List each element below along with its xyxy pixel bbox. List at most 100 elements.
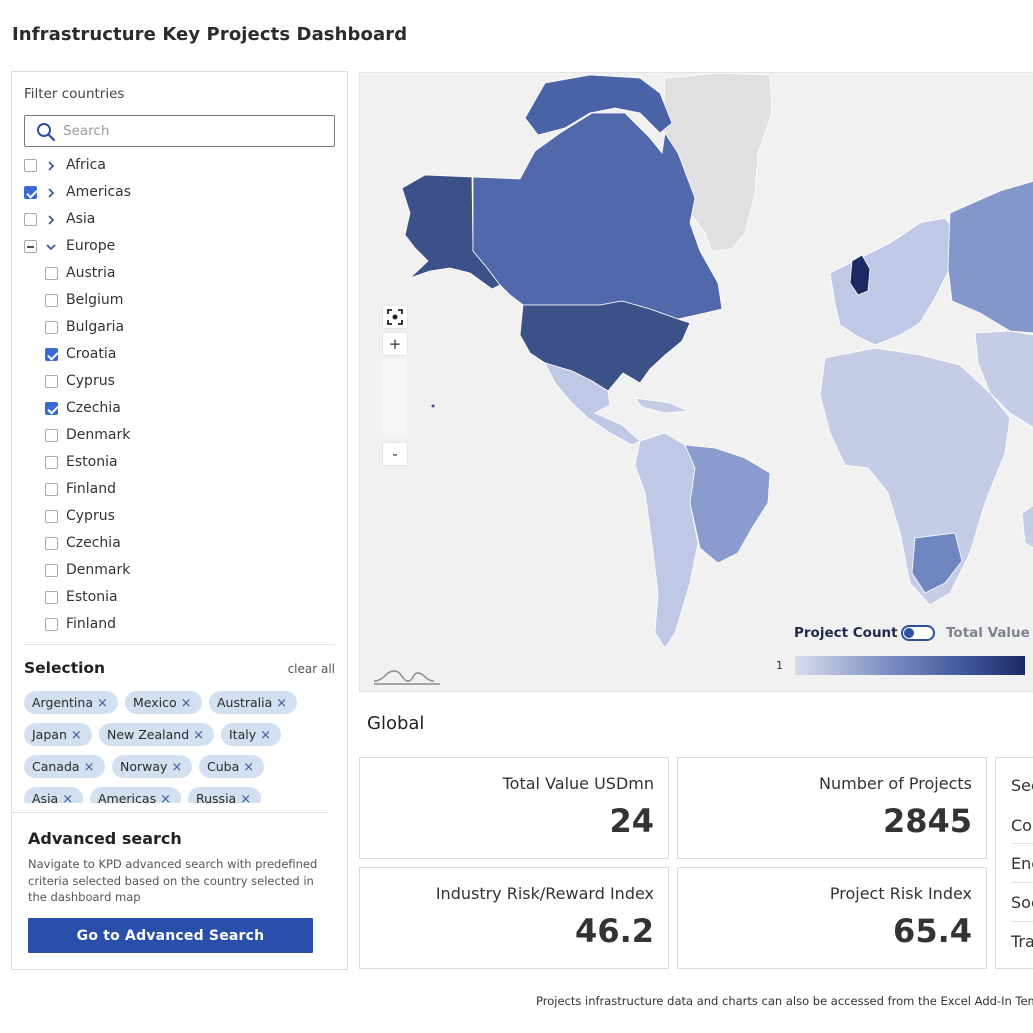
- country-tree-item[interactable]: Czechia: [24, 399, 324, 419]
- checkbox[interactable]: [45, 267, 58, 280]
- remove-chip-icon[interactable]: ×: [171, 760, 183, 775]
- country-tree-item[interactable]: Cyprus: [24, 507, 324, 527]
- country-tree-item[interactable]: Estonia: [24, 453, 324, 473]
- divider: [12, 812, 328, 813]
- stat-card-number-of-projects: Number of Projects 2845: [677, 757, 987, 859]
- zoom-out-button[interactable]: -: [383, 443, 407, 465]
- checkbox[interactable]: [24, 186, 37, 199]
- remove-chip-icon[interactable]: ×: [180, 696, 192, 711]
- remove-chip-icon[interactable]: ×: [193, 728, 205, 743]
- world-map[interactable]: + - Project Count Total Value 1: [359, 72, 1033, 692]
- country-tree-item[interactable]: Austria: [24, 264, 324, 284]
- world-map-canvas[interactable]: [360, 73, 1033, 692]
- chevron-right-icon[interactable]: [44, 183, 58, 203]
- country-tree-item[interactable]: Bulgaria: [24, 318, 324, 338]
- country-tree-item[interactable]: Czechia: [24, 534, 324, 554]
- remove-chip-icon[interactable]: ×: [260, 728, 272, 743]
- map-region-europe: [829, 217, 961, 346]
- map-region-madagascar: [1021, 505, 1033, 548]
- country-tree-item[interactable]: Denmark: [24, 426, 324, 446]
- country-tree-item[interactable]: Finland: [24, 480, 324, 500]
- checkbox[interactable]: [45, 429, 58, 442]
- country-search-input[interactable]: [61, 121, 326, 141]
- project-count-label[interactable]: Project Count: [794, 625, 898, 641]
- country-tree-item[interactable]: Denmark: [24, 561, 324, 581]
- filter-countries-label: Filter countries: [24, 86, 125, 102]
- selection-chip[interactable]: Italy ×: [221, 723, 281, 746]
- country-search-box[interactable]: [24, 115, 335, 147]
- sector-item[interactable]: Tra: [1011, 932, 1033, 951]
- checkbox[interactable]: [45, 321, 58, 334]
- total-value-label[interactable]: Total Value: [946, 625, 1030, 641]
- selection-title: Selection: [24, 659, 106, 677]
- checkbox[interactable]: [45, 537, 58, 550]
- region-title: Global: [367, 713, 425, 734]
- selection-chip[interactable]: Russia ×: [188, 787, 261, 803]
- country-tree-item[interactable]: Finland: [24, 615, 324, 635]
- checkbox[interactable]: [45, 348, 58, 361]
- map-region-africa: [819, 347, 1011, 606]
- checkbox[interactable]: [24, 159, 37, 172]
- country-tree-label: Finland: [66, 481, 117, 497]
- remove-chip-icon[interactable]: ×: [62, 792, 74, 803]
- checkbox[interactable]: [24, 240, 37, 253]
- metric-toggle[interactable]: [901, 625, 935, 641]
- selection-chip[interactable]: Japan ×: [24, 723, 92, 746]
- checkbox[interactable]: [45, 591, 58, 604]
- country-tree-item[interactable]: Belgium: [24, 291, 324, 311]
- country-tree-item[interactable]: Cyprus: [24, 372, 324, 392]
- country-tree-label: Europe: [66, 238, 116, 254]
- stat-label: Number of Projects: [819, 774, 972, 793]
- selection-chip[interactable]: Cuba ×: [199, 755, 264, 778]
- country-tree-label: Asia: [66, 211, 96, 227]
- country-tree-item[interactable]: Asia: [24, 210, 324, 230]
- checkbox[interactable]: [45, 618, 58, 631]
- chip-label: Americas: [98, 791, 157, 803]
- remove-chip-icon[interactable]: ×: [160, 792, 171, 803]
- checkbox[interactable]: [45, 456, 58, 469]
- zoom-in-button[interactable]: +: [383, 333, 407, 355]
- selection-chip[interactable]: Americas ×: [90, 787, 181, 803]
- selection-chip[interactable]: New Zealand ×: [99, 723, 214, 746]
- selection-chip[interactable]: Asia ×: [24, 787, 83, 803]
- checkbox[interactable]: [45, 483, 58, 496]
- advanced-search-title: Advanced search: [28, 829, 182, 848]
- remove-chip-icon[interactable]: ×: [70, 728, 82, 743]
- footer-note: Projects infrastructure data and charts …: [536, 994, 1033, 1008]
- checkbox[interactable]: [45, 510, 58, 523]
- remove-chip-icon[interactable]: ×: [96, 696, 108, 711]
- chevron-right-icon[interactable]: [44, 210, 58, 230]
- selection-chip[interactable]: Canada ×: [24, 755, 105, 778]
- zoom-slider-track[interactable]: [383, 359, 407, 433]
- checkbox[interactable]: [45, 375, 58, 388]
- country-tree-item[interactable]: Europe: [24, 237, 324, 257]
- checkbox[interactable]: [45, 564, 58, 577]
- country-tree-item[interactable]: Croatia: [24, 345, 324, 365]
- fit-to-screen-button[interactable]: [383, 306, 407, 328]
- checkbox[interactable]: [45, 294, 58, 307]
- go-to-advanced-search-button[interactable]: Go to Advanced Search: [28, 918, 313, 953]
- clear-all-link[interactable]: clear all: [287, 662, 335, 676]
- remove-chip-icon[interactable]: ×: [243, 760, 255, 775]
- color-scale-bar: [795, 656, 1025, 675]
- country-tree-label: Africa: [66, 157, 106, 173]
- selection-chip[interactable]: Argentina ×: [24, 691, 118, 714]
- selection-chip[interactable]: Australia ×: [209, 691, 297, 714]
- sector-item[interactable]: Co: [1011, 816, 1032, 835]
- sector-item[interactable]: Soc: [1011, 893, 1033, 912]
- chevron-right-icon[interactable]: [44, 156, 58, 176]
- selection-chip[interactable]: Norway ×: [112, 755, 192, 778]
- checkbox[interactable]: [24, 213, 37, 226]
- remove-chip-icon[interactable]: ×: [276, 696, 288, 711]
- country-tree-label: Czechia: [66, 535, 121, 551]
- country-tree-item[interactable]: Americas: [24, 183, 324, 203]
- remove-chip-icon[interactable]: ×: [240, 792, 252, 803]
- remove-chip-icon[interactable]: ×: [83, 760, 95, 775]
- map-region-middle-east: [974, 330, 1033, 428]
- checkbox[interactable]: [45, 402, 58, 415]
- country-tree-item[interactable]: Estonia: [24, 588, 324, 608]
- country-tree-item[interactable]: Africa: [24, 156, 324, 176]
- sector-item[interactable]: Ene: [1011, 854, 1033, 873]
- chevron-down-icon[interactable]: [44, 237, 58, 257]
- selection-chip[interactable]: Mexico ×: [125, 691, 202, 714]
